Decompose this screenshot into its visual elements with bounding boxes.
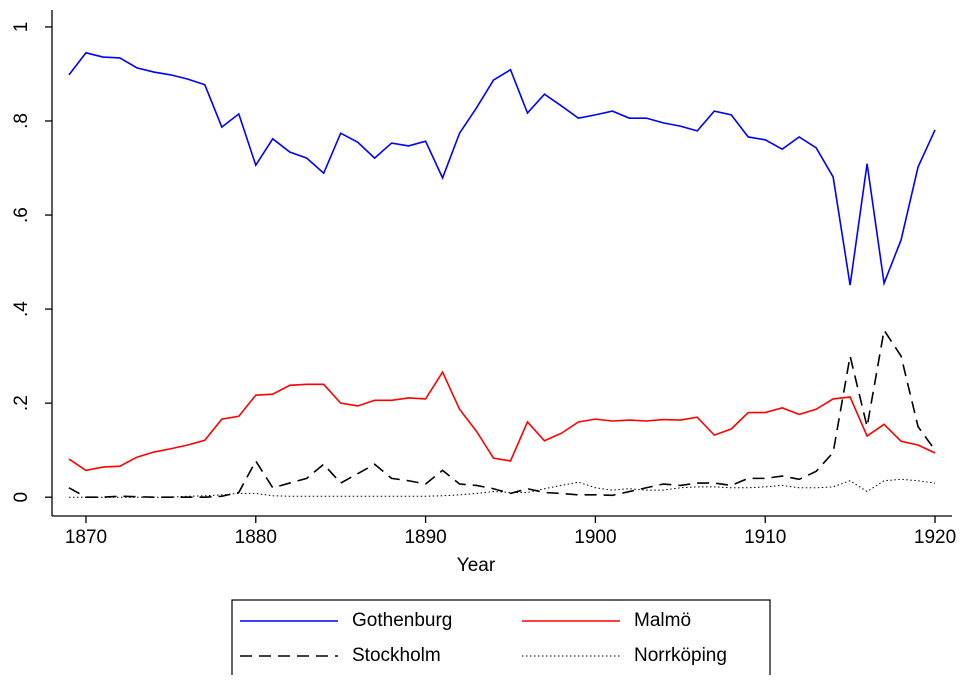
y-tick-label: 0 bbox=[11, 492, 32, 503]
legend-label: Malmö bbox=[634, 610, 691, 631]
x-tick-label: 1880 bbox=[235, 527, 277, 548]
series-line bbox=[68, 328, 936, 498]
series-line bbox=[68, 51, 936, 287]
y-tick-label: .4 bbox=[11, 301, 32, 317]
series-line bbox=[68, 370, 936, 472]
x-tick-label: 1870 bbox=[65, 527, 107, 548]
legend-label: Stockholm bbox=[352, 645, 441, 666]
series-line bbox=[68, 478, 936, 498]
x-tick-label: 1910 bbox=[744, 527, 786, 548]
x-tick-label: 1900 bbox=[574, 527, 616, 548]
legend-label: Gothenburg bbox=[352, 610, 452, 631]
legend-box bbox=[231, 599, 771, 680]
legend-label: Norrköping bbox=[634, 645, 727, 666]
x-tick-label: 1920 bbox=[914, 527, 956, 548]
y-tick-label: .6 bbox=[11, 207, 32, 223]
y-tick-label: .2 bbox=[11, 395, 32, 411]
x-tick-label: 1890 bbox=[404, 527, 446, 548]
x-axis-label: Year bbox=[457, 555, 496, 576]
y-tick-label: 1 bbox=[11, 22, 32, 33]
y-tick-label: .8 bbox=[11, 113, 32, 129]
